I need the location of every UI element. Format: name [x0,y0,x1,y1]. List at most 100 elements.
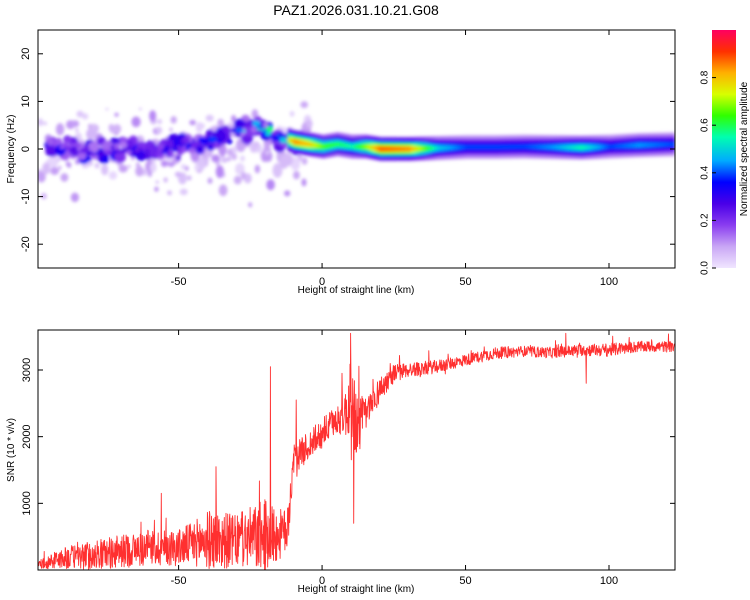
spectrogram-blob [252,141,260,148]
spectrogram-ridge-cell [657,143,661,147]
spectrogram-ridge-cell [376,146,380,151]
spectrogram-ridge-cell [525,145,529,149]
spectrogram-ridge-cell [433,146,437,150]
spectrogram-ridge-cell [562,145,567,149]
spectrogram-blob [101,164,109,176]
spectrogram-ridge-cell [339,143,343,147]
spectrogram-blob [87,141,99,154]
spectrogram-blob [67,162,72,168]
spectrogram-ridge-cell [313,143,317,147]
spectrogram-blob [261,128,266,132]
spectrogram-blob [57,158,61,162]
spectrogram-ridge-cell [413,147,417,151]
spectrogram-blob [100,154,110,164]
spectrogram-blob [284,190,291,197]
spectrogram-blob [195,145,204,154]
spectrogram-ridge-cell [384,147,389,151]
spectrogram-ridge-cell [617,144,621,148]
spectrogram-blob [266,179,275,191]
spectrogram-blob [195,140,202,146]
spectrogram-ridge-cell [450,145,455,150]
spectrogram-ridge-cell [390,147,394,151]
spectrogram-ridge-cell [428,146,432,150]
spectrogram-blob [271,135,280,141]
spectrogram-blob [157,148,163,152]
spectrogram-ridge-cell [445,146,449,150]
spectrogram-blob [59,145,65,150]
spectrogram-blob [199,123,206,129]
spectrogram-blob [42,162,51,175]
spectrogram-blob [82,113,89,120]
spectrogram-ridge-cell [488,145,492,149]
spectrogram-blob [112,124,122,134]
spectrogram-blob [216,139,222,144]
spectrogram-blob [48,153,59,168]
spectrogram-blob [186,175,192,181]
spectrogram-blob [220,157,224,163]
spectrogram-blob [261,155,270,163]
spectrogram-blob [94,162,100,169]
spectrogram-blob [262,122,269,128]
spectrogram-ridge-cell [436,146,440,150]
colorbar-tick-label: 0.4 [700,165,711,179]
spectrogram-ridge-cell [298,141,303,145]
spectrogram-ridge-cell [603,145,607,149]
spectrogram-blob [70,120,80,128]
spectrogram-blob [46,137,55,146]
spectrogram-blob [90,129,97,139]
spectrogram-ridge-cell [669,142,673,147]
spectrogram-ridge-cell [396,147,400,151]
spectrogram-blob [114,112,119,117]
spectrogram-ridge-cell [293,140,297,144]
spectrogram-ridge-cell [473,145,478,149]
spectrogram-ridge-cell [571,145,575,150]
spectrogram-ytick-label: -20 [20,236,32,252]
spectrogram-ridge-cell [577,145,581,150]
spectrogram-blob [218,184,228,197]
snr-ticks: -50 0 50 100 1000 2000 3000 [21,330,675,587]
spectrogram-blob [156,143,165,150]
spectrogram-ridge-cell [336,142,340,146]
spectrogram-ridge-cell [654,143,658,147]
spectrogram-blob [187,142,192,146]
spectrogram-ridge-cell [367,145,371,149]
spectrogram-blob [301,157,308,165]
spectrogram-blob [290,156,301,171]
spectrogram-blob [215,165,224,179]
spectrogram-blob [154,186,159,192]
spectrogram-blob [184,166,189,171]
colorbar-tick-label: 0.6 [700,118,711,132]
spectrogram-blob [156,151,164,158]
spectrogram-ridge-cell [605,145,610,149]
spectrogram-blob [76,110,84,118]
snr-xtick-label: 100 [600,575,618,587]
spectrogram-ridge-cell [565,145,569,149]
spectrogram-ridge-cell [585,145,590,150]
spectrogram-blob [231,146,237,154]
snr-xtick-label: -50 [171,575,187,587]
spectrogram-ridge-cell [580,145,584,150]
spectrogram-ridge-cell [531,145,535,149]
colorbar: 0.0 0.2 0.4 0.6 0.8 Normalized spectral ampl… [700,30,750,275]
spectrogram-xtick-label: 0 [319,276,325,288]
spectrogram-blob [135,162,140,168]
snr-frame [37,329,676,571]
spectrogram-blob [300,101,309,109]
spectrogram-blob [265,150,270,155]
spectrogram-blob [226,156,232,162]
spectrogram-blob [289,110,295,117]
spectrogram-blob [118,164,128,173]
spectrogram-ridge-cell [519,145,524,149]
spectrogram-blob [125,150,132,155]
spectrogram-ridge-cell [425,146,429,151]
spectrogram-ylabel: Frequency (Hz) [6,115,17,184]
spectrogram-ridge-cell [419,146,423,151]
spectrogram-ridge-cell [359,144,363,149]
spectrogram-blob [240,155,246,162]
spectrogram-blob [38,171,46,183]
spectrogram-ridge-cell [344,144,349,148]
spectrogram-blob [179,188,188,196]
colorbar-label: Normalized spectral amplitude [739,81,750,216]
snr-ytick-label: 2000 [21,424,33,448]
spectrogram-ridge-cell [597,145,601,149]
